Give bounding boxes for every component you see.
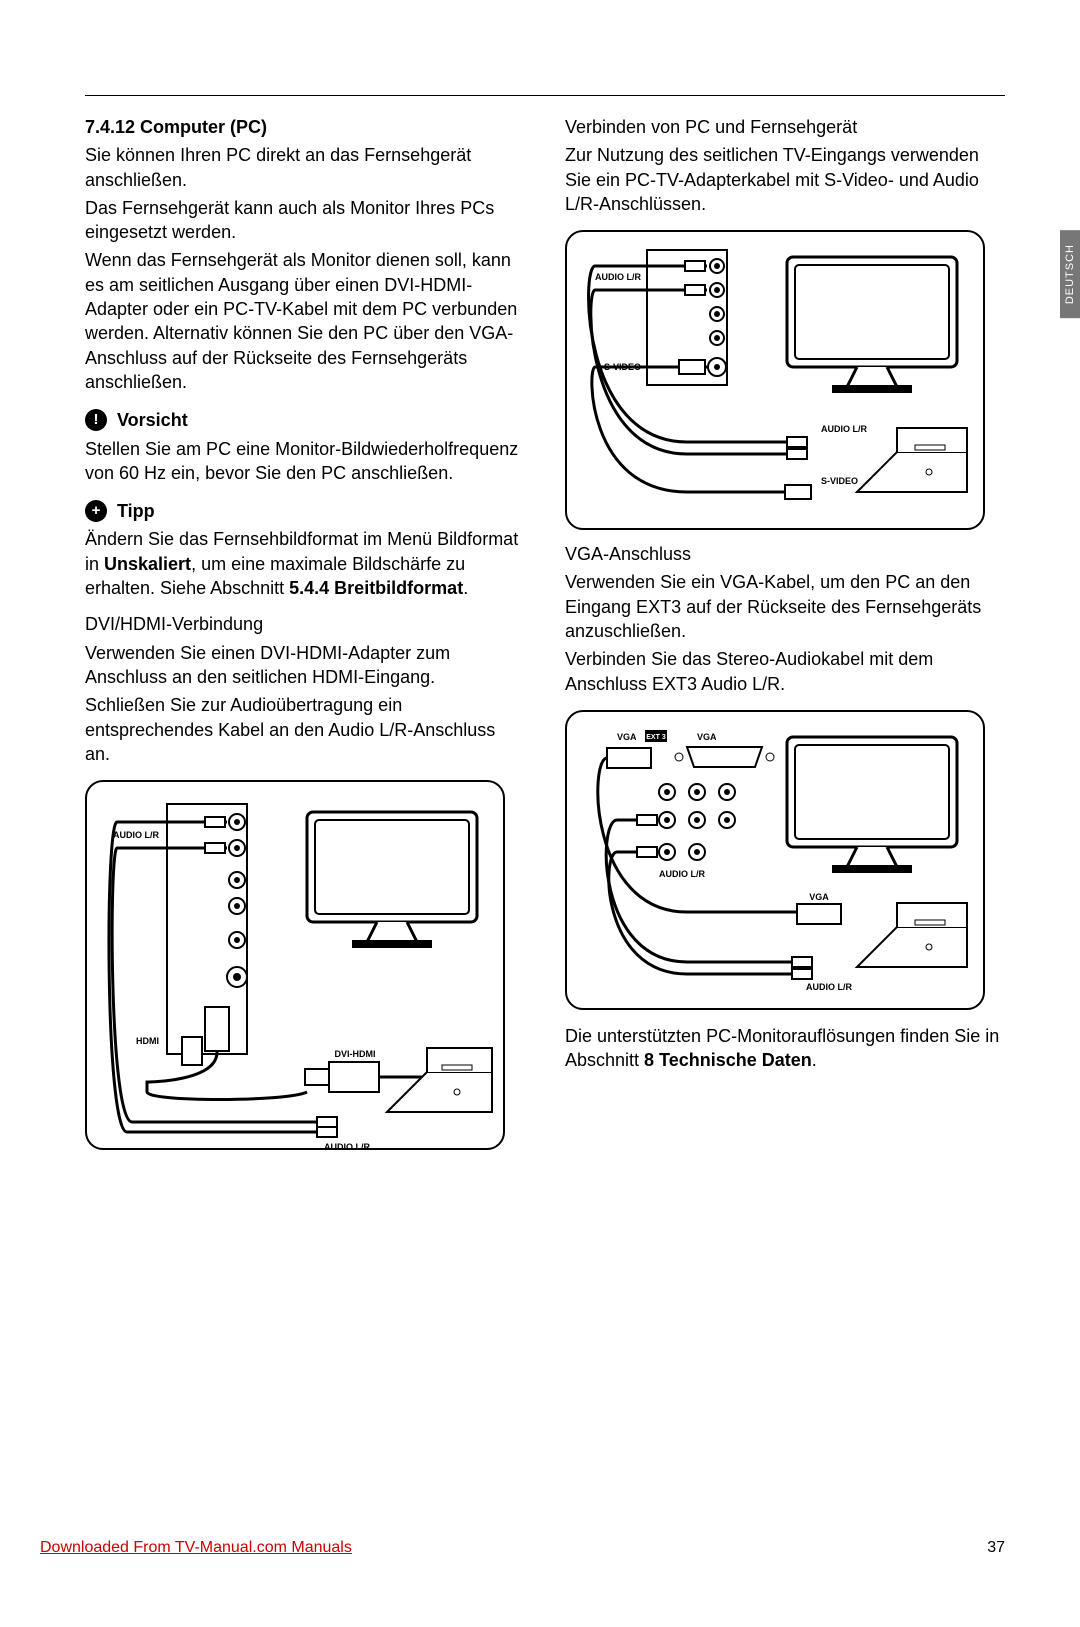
pc-connect-heading: Verbinden von PC und Fernsehgerät xyxy=(565,115,1005,139)
diagram-label: DVI-HDMI xyxy=(335,1049,376,1059)
paragraph: Zur Nutzung des seitlichen TV-Eingangs v… xyxy=(565,143,1005,216)
diagram-label: AUDIO L/R xyxy=(595,272,641,282)
caution-text: Stellen Sie am PC eine Monitor-Bildwiede… xyxy=(85,437,525,486)
page-footer: Downloaded From TV-Manual.com Manuals 37 xyxy=(40,1539,1005,1557)
diagram-label: AUDIO L/R xyxy=(806,982,852,992)
bold-ref: 5.4.4 Breitbildformat xyxy=(289,578,463,598)
left-column: 7.4.12 Computer (PC) Sie können Ihren PC… xyxy=(85,115,525,1150)
tip-text: Ändern Sie das Fernsehbildformat im Menü… xyxy=(85,527,525,600)
diagram-label: AUDIO L/R xyxy=(113,830,159,840)
content-columns: 7.4.12 Computer (PC) Sie können Ihren PC… xyxy=(85,115,1005,1150)
paragraph: Das Fernsehgerät kann auch als Monitor I… xyxy=(85,196,525,245)
tip-icon: + xyxy=(85,500,107,522)
caution-icon: ! xyxy=(85,409,107,431)
text: . xyxy=(463,578,468,598)
diagram-label: AUDIO L/R xyxy=(821,424,867,434)
svideo-diagram: AUDIO L/R S-VIDEO AUDIO L/R S-VIDEO xyxy=(565,230,985,530)
diagram-label: HDMI xyxy=(136,1036,159,1046)
diagram-label: VGA xyxy=(617,732,637,742)
tip-callout: + Tipp xyxy=(85,499,525,523)
paragraph: Verwenden Sie einen DVI-HDMI-Adapter zum… xyxy=(85,641,525,690)
diagram-label: VGA xyxy=(697,732,717,742)
right-column: Verbinden von PC und Fernsehgerät Zur Nu… xyxy=(565,115,1005,1150)
footnote: Die unterstützten PC-Monitorauflösungen … xyxy=(565,1024,1005,1073)
tip-label: Tipp xyxy=(117,499,155,523)
diagram-label: EXT 3 xyxy=(646,734,666,741)
diagram-label: AUDIO L/R xyxy=(324,1142,370,1152)
paragraph: Sie können Ihren PC direkt an das Fernse… xyxy=(85,143,525,192)
paragraph: Wenn das Fernsehgerät als Monitor dienen… xyxy=(85,248,525,394)
paragraph: Verwenden Sie ein VGA-Kabel, um den PC a… xyxy=(565,570,1005,643)
diagram-label: VGA xyxy=(809,892,829,902)
footer-source-link[interactable]: Downloaded From TV-Manual.com Manuals xyxy=(40,1539,352,1557)
vga-heading: VGA-Anschluss xyxy=(565,542,1005,566)
language-tab: DEUTSCH xyxy=(1060,230,1080,318)
paragraph: Schließen Sie zur Audioübertragung ein e… xyxy=(85,693,525,766)
diagram-label: AUDIO L/R xyxy=(659,869,705,879)
bold-ref: 8 Technische Daten xyxy=(644,1050,812,1070)
dvi-heading: DVI/HDMI-Verbindung xyxy=(85,612,525,636)
dvi-hdmi-diagram: AUDIO L/R HDMI DVI-HDMI xyxy=(85,780,505,1150)
text: . xyxy=(812,1050,817,1070)
caution-callout: ! Vorsicht xyxy=(85,408,525,432)
vga-diagram: VGA EXT 3 VGA AUDIO L/R xyxy=(565,710,985,1010)
bold-term: Unskaliert xyxy=(104,554,191,574)
diagram-label: S-VIDEO xyxy=(821,476,858,486)
section-heading: 7.4.12 Computer (PC) xyxy=(85,115,525,139)
top-rule xyxy=(85,95,1005,96)
page-number: 37 xyxy=(987,1539,1005,1557)
caution-label: Vorsicht xyxy=(117,408,188,432)
paragraph: Verbinden Sie das Stereo-Audiokabel mit … xyxy=(565,647,1005,696)
